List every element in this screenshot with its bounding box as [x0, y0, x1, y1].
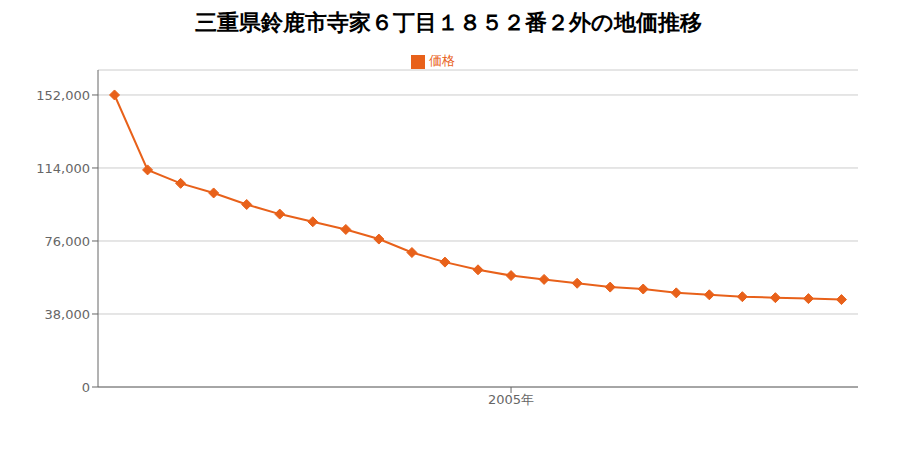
svg-text:152,000: 152,000	[36, 88, 90, 103]
html-text:三重県鈴鹿市寺家６丁目１８５２番２外の地価推移: 三重県鈴鹿市寺家６丁目１８５２番２外の地価推移	[194, 10, 702, 35]
svg-text:76,000: 76,000	[45, 234, 91, 249]
svg-text:38,000: 38,000	[45, 307, 91, 322]
html-text:価格: 価格	[429, 53, 455, 68]
svg-text:114,000: 114,000	[36, 161, 90, 176]
svg-text:0: 0	[82, 380, 90, 395]
svg-text:2005年: 2005年	[488, 392, 534, 407]
